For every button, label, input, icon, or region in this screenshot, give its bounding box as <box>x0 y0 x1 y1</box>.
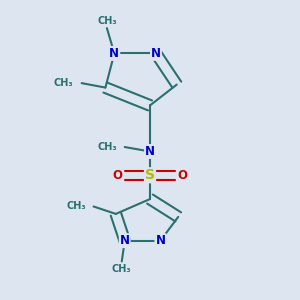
Text: O: O <box>178 169 188 182</box>
Text: CH₃: CH₃ <box>98 142 117 152</box>
Text: N: N <box>109 47 119 60</box>
Text: O: O <box>112 169 122 182</box>
Text: N: N <box>155 234 165 247</box>
Text: N: N <box>145 145 155 158</box>
Text: CH₃: CH₃ <box>97 16 117 26</box>
Text: S: S <box>145 168 155 182</box>
Text: N: N <box>120 234 130 247</box>
Text: CH₃: CH₃ <box>53 78 73 88</box>
Text: CH₃: CH₃ <box>112 264 132 274</box>
Text: CH₃: CH₃ <box>67 202 86 212</box>
Text: N: N <box>151 47 161 60</box>
